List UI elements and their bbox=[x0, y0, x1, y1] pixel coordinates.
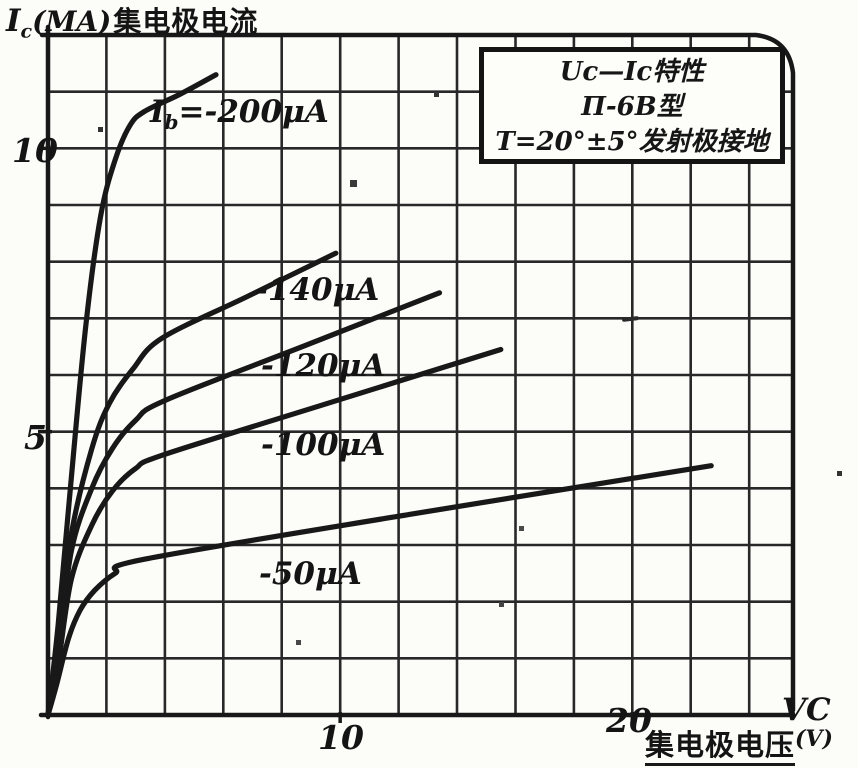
curve-label-ib-120ua: -120μA bbox=[261, 348, 386, 384]
title-line-characteristic: Uc—Ic特性 bbox=[559, 57, 705, 87]
y-axis-title-chinese: 集电极电流 bbox=[113, 5, 259, 38]
curve-ib-200ua bbox=[45, 72, 219, 718]
x-tick-label-20: 20 bbox=[606, 701, 652, 740]
curve-label-ib-50ua: -50μA bbox=[259, 556, 362, 592]
title-line-conditions: T=20°±5°发射极接地 bbox=[495, 127, 769, 157]
y-tick-label-5: 5 bbox=[24, 418, 47, 457]
scan-speckles bbox=[0, 0, 3, 3]
x-axis-unit: (V) bbox=[795, 726, 833, 752]
title-line-model: П-6B型 bbox=[581, 92, 683, 122]
y-axis-symbol: I bbox=[6, 3, 21, 39]
curve-label-value: =-200μA bbox=[178, 94, 329, 130]
y-axis-title: Ic(MA)集电极电流 bbox=[6, 0, 258, 43]
curve-ib-100ua bbox=[45, 346, 504, 718]
curve-label-ib-140ua: -140μA bbox=[255, 272, 380, 308]
title-box: Uc—Ic特性 П-6B型 T=20°±5°发射极接地 bbox=[479, 47, 785, 164]
x-axis-symbol: VC bbox=[782, 692, 831, 728]
curve-label-ib-100ua: -100μA bbox=[261, 427, 386, 463]
curve-ib-50ua bbox=[45, 463, 714, 718]
y-axis-symbol-subscript: c bbox=[20, 20, 33, 43]
y-axis-unit: (MA) bbox=[32, 5, 112, 38]
x-tick-label-10: 10 bbox=[318, 718, 364, 757]
curve-label-ib-200ua: Ib=-200μA bbox=[150, 94, 329, 134]
x-axis-title: 集电极电压(V) bbox=[645, 722, 833, 766]
curve-label-subscript: b bbox=[164, 110, 179, 135]
axes-frame bbox=[38, 24, 796, 720]
curve-label-symbol: I bbox=[150, 94, 165, 130]
y-tick-label-10: 10 bbox=[12, 131, 58, 170]
x-axis-title-chinese: 集电极电压 bbox=[645, 728, 796, 766]
